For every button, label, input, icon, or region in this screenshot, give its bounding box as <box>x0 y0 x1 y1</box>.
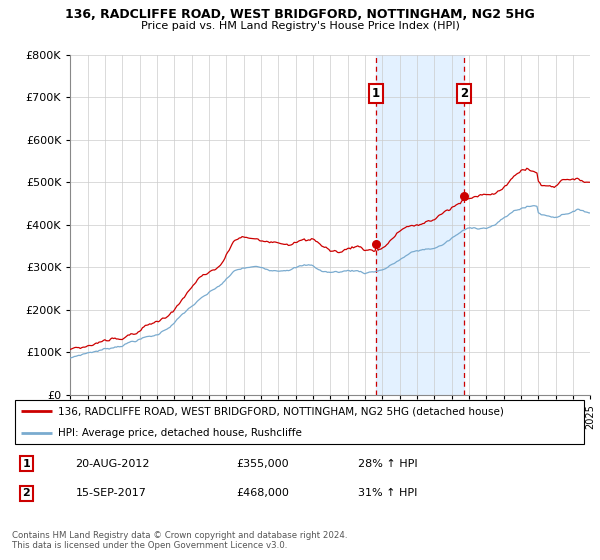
Text: Contains HM Land Registry data © Crown copyright and database right 2024.
This d: Contains HM Land Registry data © Crown c… <box>12 531 347 550</box>
Text: £468,000: £468,000 <box>236 488 290 498</box>
Text: 1: 1 <box>23 459 30 469</box>
Bar <box>376 55 464 395</box>
Text: 2: 2 <box>23 488 30 498</box>
Text: Price paid vs. HM Land Registry's House Price Index (HPI): Price paid vs. HM Land Registry's House … <box>140 21 460 31</box>
Text: 136, RADCLIFFE ROAD, WEST BRIDGFORD, NOTTINGHAM, NG2 5HG (detached house): 136, RADCLIFFE ROAD, WEST BRIDGFORD, NOT… <box>58 406 504 416</box>
Text: 136, RADCLIFFE ROAD, WEST BRIDGFORD, NOTTINGHAM, NG2 5HG: 136, RADCLIFFE ROAD, WEST BRIDGFORD, NOT… <box>65 8 535 21</box>
Text: 1: 1 <box>372 87 380 100</box>
Text: 20-AUG-2012: 20-AUG-2012 <box>76 459 150 469</box>
Text: HPI: Average price, detached house, Rushcliffe: HPI: Average price, detached house, Rush… <box>58 428 302 438</box>
Point <box>459 192 469 200</box>
Text: 31% ↑ HPI: 31% ↑ HPI <box>358 488 417 498</box>
Text: 15-SEP-2017: 15-SEP-2017 <box>76 488 146 498</box>
FancyBboxPatch shape <box>15 400 584 444</box>
Point <box>371 240 381 249</box>
Text: £355,000: £355,000 <box>236 459 289 469</box>
Text: 2: 2 <box>460 87 468 100</box>
Text: 28% ↑ HPI: 28% ↑ HPI <box>358 459 417 469</box>
